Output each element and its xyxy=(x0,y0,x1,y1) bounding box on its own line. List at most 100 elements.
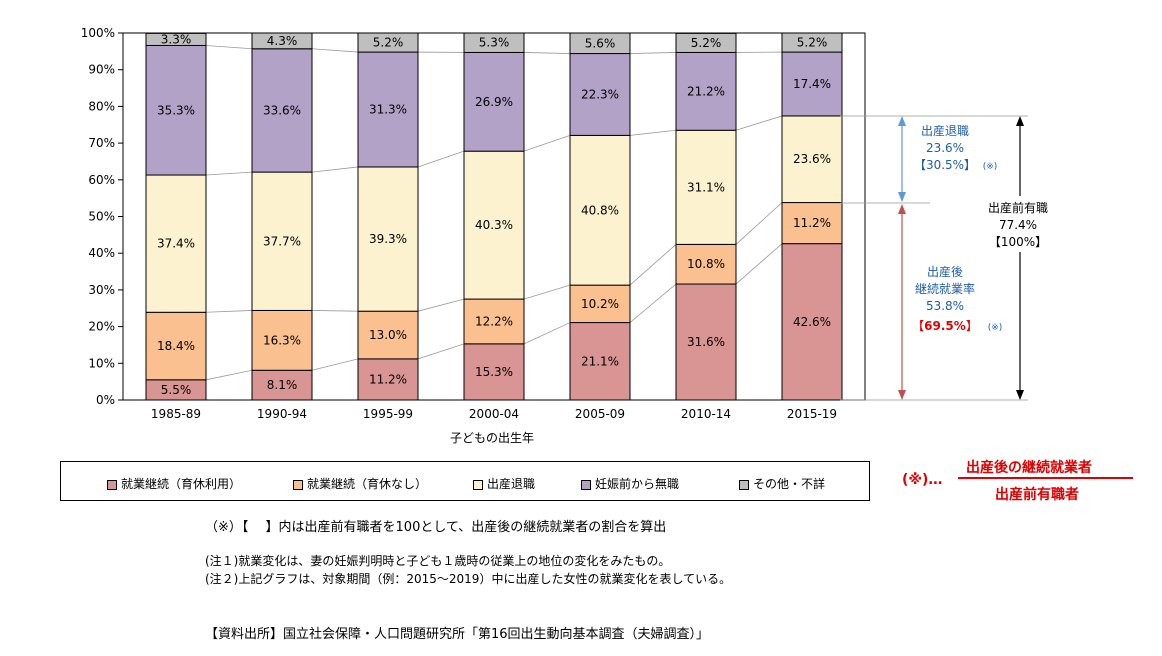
y-tick-label: 100% xyxy=(81,26,115,40)
y-tick-label: 30% xyxy=(88,283,115,297)
value-label: 33.6% xyxy=(263,103,301,117)
bar-segment xyxy=(251,171,313,311)
value-label: 11.2% xyxy=(369,372,407,386)
connector-line xyxy=(311,166,359,173)
formula-numerator: 出産後の継続就業者 xyxy=(966,460,1092,476)
connector-line xyxy=(523,284,571,300)
yushoku-label-bg xyxy=(975,198,1065,252)
legend-item-taishoku: 出産退職 xyxy=(473,475,535,492)
bar-segment xyxy=(357,358,419,401)
yushoku-label-2: 77.4% xyxy=(999,218,1037,232)
connector-line xyxy=(311,48,359,53)
y-tick-label: 90% xyxy=(88,63,115,77)
taishoku-label-2: 23.6% xyxy=(926,141,964,155)
value-label: 40.3% xyxy=(475,218,513,232)
value-label: 21.2% xyxy=(687,84,725,98)
taishoku-mark: (※) xyxy=(983,162,998,172)
y-tick-label: 0% xyxy=(96,393,115,407)
taishoku-arrow-head-top xyxy=(898,116,906,126)
value-label: 40.8% xyxy=(581,203,619,217)
y-tick-label: 60% xyxy=(88,173,115,187)
formula-divider xyxy=(958,477,1133,479)
x-tick-label: 2015-19 xyxy=(787,407,837,421)
value-label: 37.4% xyxy=(157,237,195,251)
bar-segment xyxy=(145,32,207,46)
value-label: 5.3% xyxy=(479,36,510,50)
legend-swatch-other xyxy=(739,479,749,490)
legend-swatch-nashi xyxy=(293,479,303,490)
legend-label-ikukyu: 就業継続（育休利用） xyxy=(121,477,242,491)
connector-line xyxy=(523,52,571,54)
value-label: 18.4% xyxy=(157,339,195,353)
y-tick-label: 10% xyxy=(88,356,115,370)
yushoku-label-1: 出産前有職 xyxy=(988,200,1048,215)
connector-line xyxy=(629,129,677,136)
y-tick-label: 70% xyxy=(88,136,115,150)
value-label: 31.1% xyxy=(687,180,725,194)
bar-segment xyxy=(463,343,525,401)
connector-line xyxy=(735,243,783,285)
note-calculation: （※）【 】内は出産前有職者を100として、出産後の継続就業者の割合を算出 xyxy=(205,520,667,535)
keizoku-bracket-close: 】 xyxy=(966,319,978,333)
bar-segment xyxy=(251,48,313,173)
legend-label-nashi: 就業継続（育休なし） xyxy=(307,477,428,491)
bar-segment xyxy=(251,32,313,50)
bar-segment xyxy=(781,51,843,117)
value-label: 11.2% xyxy=(793,216,831,230)
connector-line xyxy=(735,202,783,245)
legend-item-nashi: 就業継続（育休なし） xyxy=(293,475,427,492)
y-tick-label: 50% xyxy=(88,210,115,224)
legend-swatch-mushoku xyxy=(581,479,591,490)
bar-segment xyxy=(569,53,631,136)
note-1: (注１)就業変化は、妻の妊娠判明時と子ども１歳時の従業上の地位の変化をみたもの。 xyxy=(205,554,671,568)
connector-lines xyxy=(205,45,783,381)
connector-line xyxy=(417,343,465,360)
keizoku-bracket-open: 【 xyxy=(912,319,924,333)
value-label: 5.2% xyxy=(797,36,828,50)
keizoku-label-2: 継続就業率 xyxy=(915,281,975,296)
bar-segment xyxy=(675,129,737,245)
keizoku-rate-value: 69.5% xyxy=(924,319,966,333)
bar-segment xyxy=(781,243,843,401)
bar-segment xyxy=(251,309,313,371)
y-tick-label: 80% xyxy=(88,99,115,113)
connector-line xyxy=(629,283,677,323)
value-label: 5.6% xyxy=(585,36,616,50)
bars xyxy=(145,32,843,401)
connector-line xyxy=(205,369,253,381)
note-2: (注２)上記グラフは、対象期間（例：2015～2019）中に出産した女性の就業変… xyxy=(205,572,732,586)
value-label: 22.3% xyxy=(581,87,619,101)
connector-line xyxy=(205,310,253,313)
y-tick-label: 40% xyxy=(88,246,115,260)
bar-segment xyxy=(251,369,313,401)
connector-line xyxy=(417,298,465,312)
x-tick-label: 1985-89 xyxy=(151,407,201,421)
keizoku-mark: (※) xyxy=(988,323,1003,333)
value-label: 12.2% xyxy=(475,314,513,328)
value-label: 31.6% xyxy=(687,335,725,349)
bar-segment xyxy=(463,32,525,53)
x-tick-label: 2000-04 xyxy=(469,407,519,421)
x-tick-label: 1990-94 xyxy=(257,407,307,421)
keizoku-arrow-head-bottom xyxy=(898,390,906,400)
legend-swatch-ikukyu xyxy=(107,479,117,490)
bar-segment xyxy=(675,283,737,401)
value-label: 21.1% xyxy=(581,354,619,368)
bar-segment xyxy=(569,284,631,324)
bar-segment xyxy=(463,51,525,152)
value-label: 10.8% xyxy=(687,257,725,271)
x-tick-label: 1995-99 xyxy=(363,407,413,421)
bar-segment xyxy=(781,115,843,204)
formula-prefix: (※)… xyxy=(902,472,943,488)
taishoku-label-1: 出産退職 xyxy=(921,123,969,138)
value-label: 37.7% xyxy=(263,234,301,248)
bar-segment xyxy=(463,150,525,300)
value-label: 5.5% xyxy=(161,383,192,397)
bar-segment xyxy=(675,32,737,53)
yushoku-arrow-head-bottom xyxy=(1016,390,1024,400)
legend-label-mushoku: 妊娠前から無職 xyxy=(595,477,680,491)
x-axis-title: 子どもの出生年 xyxy=(450,431,534,445)
value-label: 4.3% xyxy=(267,34,298,48)
stacked-bar-chart: 0% 10% 20% 30% 40% 50% 60% 70% 80% 90% 100% 5.5% 18… xyxy=(80,26,1065,445)
value-label: 5.2% xyxy=(691,36,722,50)
